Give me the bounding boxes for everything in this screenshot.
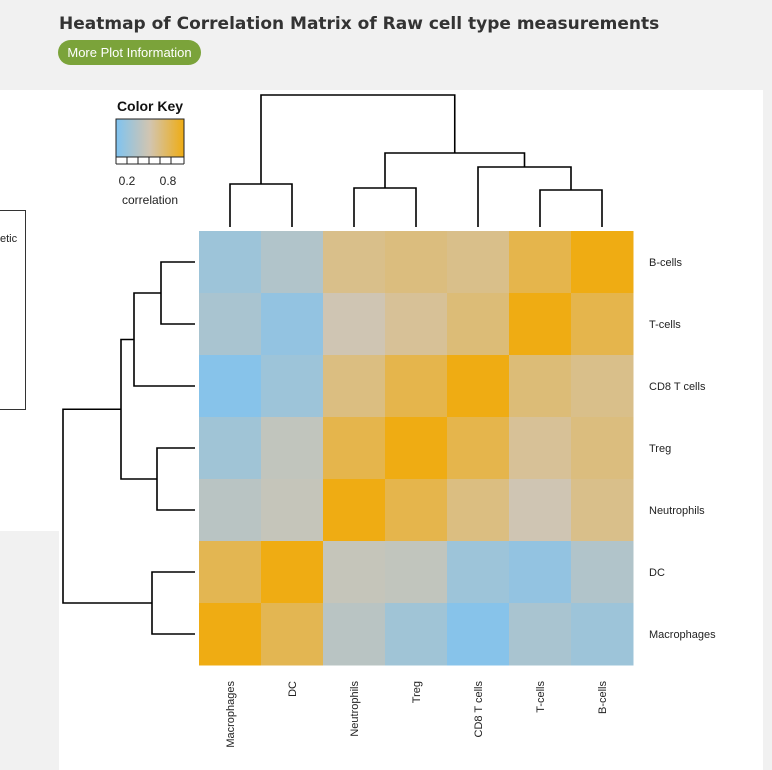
row-label: DC bbox=[649, 567, 665, 579]
color-key-gradient bbox=[115, 118, 185, 158]
heatmap-cell bbox=[385, 603, 448, 666]
heatmap-cell bbox=[385, 293, 448, 356]
more-plot-information-button[interactable]: More Plot Information bbox=[58, 40, 201, 65]
heatmap-cell bbox=[261, 231, 324, 294]
row-label: Neutrophils bbox=[649, 505, 705, 517]
heatmap-cell bbox=[447, 231, 510, 294]
row-label: CD8 T cells bbox=[649, 381, 706, 393]
row-label: B-cells bbox=[649, 257, 683, 269]
heatmap-cell bbox=[385, 355, 448, 418]
heatmap-cell bbox=[509, 355, 572, 418]
heatmap-cell bbox=[571, 479, 634, 542]
heatmap-cell bbox=[571, 355, 634, 418]
page-title: Heatmap of Correlation Matrix of Raw cel… bbox=[59, 14, 660, 34]
row-label: Treg bbox=[649, 443, 671, 455]
heatmap-cell bbox=[323, 355, 386, 418]
dendrogram-link bbox=[353, 187, 417, 227]
heatmap-cell bbox=[385, 541, 448, 604]
heatmap-cell bbox=[323, 231, 386, 294]
heatmap-cell bbox=[261, 417, 324, 480]
column-label: B-cells bbox=[597, 681, 609, 715]
dendrogram-link bbox=[160, 261, 195, 325]
heatmap-cell bbox=[509, 541, 572, 604]
heatmap-cell bbox=[261, 541, 324, 604]
column-dendrogram bbox=[229, 94, 603, 227]
column-label: Macrophages bbox=[225, 681, 237, 748]
heatmap-cell bbox=[509, 293, 572, 356]
color-key-tick-label-high: 0.8 bbox=[160, 174, 177, 188]
heatmap-cell bbox=[261, 355, 324, 418]
dendrogram-link bbox=[477, 166, 572, 227]
heatmap-cell bbox=[323, 541, 386, 604]
heatmap-cell bbox=[199, 417, 262, 480]
heatmap-cell bbox=[261, 603, 324, 666]
heatmap-cell bbox=[323, 417, 386, 480]
heatmap-cell bbox=[199, 355, 262, 418]
color-key-ticks bbox=[115, 157, 185, 165]
dendrogram-link bbox=[156, 447, 195, 511]
plot-panel: Color Key 0.2 0.8 correlation B-cells T-c… bbox=[59, 90, 763, 770]
heatmap-cell bbox=[447, 603, 510, 666]
heatmap-cell bbox=[447, 541, 510, 604]
color-key-title: Color Key bbox=[117, 98, 183, 114]
heatmap-cell bbox=[509, 231, 572, 294]
heatmap-cell bbox=[385, 417, 448, 480]
side-legend-text: etic bbox=[0, 233, 18, 245]
heatmap-chart: Color Key 0.2 0.8 correlation B-cells T-c… bbox=[62, 94, 716, 748]
heatmap-cell bbox=[509, 603, 572, 666]
heatmap-cell bbox=[571, 417, 634, 480]
column-label: CD8 T cells bbox=[473, 681, 485, 738]
row-labels: B-cells T-cells CD8 T cells Treg Neutrophils… bbox=[649, 257, 716, 641]
dendrogram-link bbox=[260, 94, 456, 184]
heatmap-cell bbox=[385, 479, 448, 542]
row-dendrogram bbox=[62, 261, 195, 635]
dendrogram-link bbox=[62, 408, 152, 604]
color-key-label: correlation bbox=[122, 193, 178, 207]
heatmap-cell bbox=[323, 479, 386, 542]
heatmap-cell bbox=[261, 293, 324, 356]
heatmap-cell bbox=[571, 603, 634, 666]
column-label: T-cells bbox=[535, 681, 547, 713]
side-legend-box bbox=[0, 210, 26, 410]
heatmap-cell bbox=[199, 479, 262, 542]
heatmap-cell bbox=[571, 541, 634, 604]
heatmap-cell bbox=[261, 479, 324, 542]
dendrogram-link bbox=[384, 152, 526, 188]
heatmap-cell bbox=[509, 479, 572, 542]
heatmap-cell bbox=[571, 231, 634, 294]
column-label: Treg bbox=[411, 681, 423, 703]
heatmap-cell bbox=[323, 293, 386, 356]
heatmap-cell bbox=[447, 355, 510, 418]
heatmap-cell bbox=[447, 293, 510, 356]
dendrogram-link bbox=[120, 338, 157, 480]
column-label: DC bbox=[287, 681, 299, 697]
column-labels: Macrophages DC Neutrophils Treg CD8 T cells T… bbox=[225, 681, 609, 748]
heatmap-cell bbox=[199, 603, 262, 666]
heatmap-cell bbox=[385, 231, 448, 294]
heatmap-cell bbox=[323, 603, 386, 666]
heatmap-cell bbox=[447, 417, 510, 480]
row-label: T-cells bbox=[649, 319, 681, 331]
heatmap-cell bbox=[199, 541, 262, 604]
color-key: Color Key 0.2 0.8 correlation bbox=[115, 98, 185, 207]
heatmap-cell bbox=[571, 293, 634, 356]
heatmap-cells bbox=[199, 231, 634, 666]
heatmap-cell bbox=[199, 231, 262, 294]
heatmap-cell bbox=[447, 479, 510, 542]
dendrogram-link bbox=[229, 183, 293, 227]
heatmap-cell bbox=[199, 293, 262, 356]
color-key-tick-label-low: 0.2 bbox=[119, 174, 136, 188]
dendrogram-link bbox=[539, 189, 603, 227]
heatmap-cell bbox=[509, 417, 572, 480]
dendrogram-link bbox=[133, 292, 195, 387]
column-label: Neutrophils bbox=[349, 681, 361, 737]
row-label: Macrophages bbox=[649, 629, 716, 641]
dendrogram-link bbox=[151, 571, 195, 635]
